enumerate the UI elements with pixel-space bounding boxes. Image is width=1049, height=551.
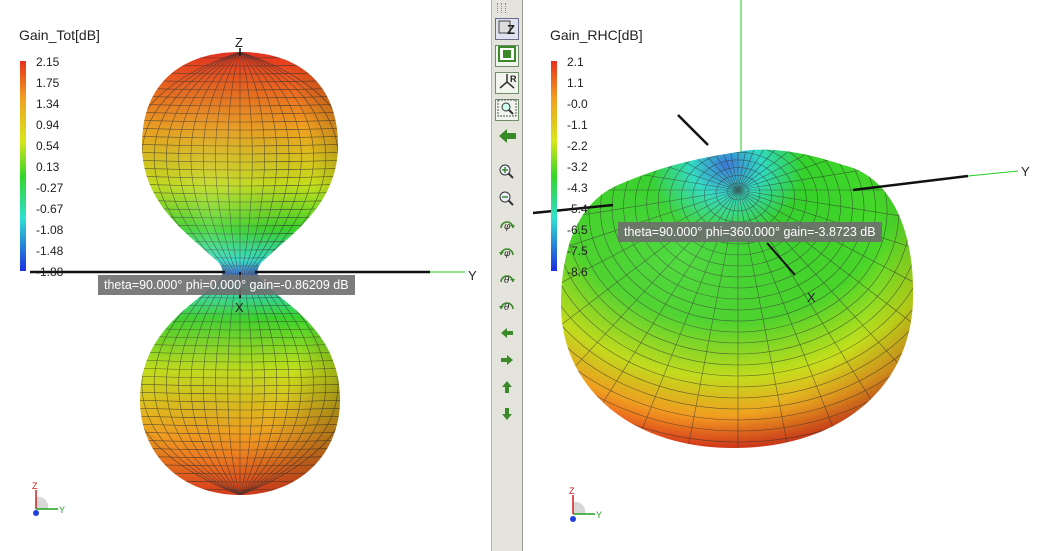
rotate-theta-ccw-icon: θ	[497, 270, 517, 293]
scale-tick-label: -1.1	[567, 118, 588, 132]
fit-view-button[interactable]	[495, 45, 519, 67]
rotate-phi-cw-icon: φ	[497, 243, 517, 266]
y-axis-label: Y	[1021, 164, 1030, 179]
toolbar-grip[interactable]	[492, 0, 524, 16]
rotate-theta-cw-button[interactable]: θ	[495, 297, 519, 319]
scale-tick-label: 0.13	[36, 160, 60, 174]
triad-z-label: Z	[32, 481, 38, 491]
zoom-in-button[interactable]	[495, 162, 519, 184]
zoom-in-icon	[497, 162, 517, 185]
view-r-button[interactable]: R	[495, 72, 519, 94]
zoom-out-button[interactable]	[495, 189, 519, 211]
right-3d-view[interactable]: Y X Z Y Gain_RHC[dB] 2.1 1.1 -0.0 -1.1 -2.2 -…	[523, 0, 1049, 551]
color-scale-bar	[20, 61, 26, 271]
legend-title: Gain_Tot[dB]	[19, 27, 100, 43]
gain-readout-tooltip: theta=90.000° phi=0.000° gain=-0.86209 d…	[98, 275, 355, 295]
scale-tick-label: 1.75	[36, 76, 60, 90]
left-radiation-pattern: Z Y X Z Y	[30, 35, 477, 516]
rotate-theta-ccw-button[interactable]: θ	[495, 270, 519, 292]
x-axis-line	[766, 242, 796, 276]
scale-tick-label: -5.4	[567, 202, 588, 216]
pan-down-button[interactable]	[495, 405, 519, 427]
view-z-icon: Z	[497, 18, 517, 41]
scale-tick-label: 1.34	[36, 97, 60, 111]
pan-right-icon	[497, 351, 517, 374]
svg-text:Z: Z	[507, 22, 515, 36]
color-scale-labels: 2.1 1.1 -0.0 -1.1 -2.2 -3.2 -4.3 -5.4 -6.5 -7.5 -8…	[567, 55, 627, 285]
orientation-triad: Z Y	[32, 481, 65, 516]
legend-title: Gain_RHC[dB]	[550, 27, 643, 43]
scale-tick-label: -4.3	[567, 181, 588, 195]
pan-up-button[interactable]	[495, 378, 519, 400]
svg-text:θ: θ	[504, 276, 510, 286]
svg-text:R: R	[510, 74, 517, 84]
orientation-triad: Z Y	[569, 486, 602, 522]
x-axis-label: X	[235, 300, 244, 315]
scale-tick-label: 2.15	[36, 55, 60, 69]
svg-text:θ: θ	[504, 303, 510, 313]
pan-right-button[interactable]	[495, 351, 519, 373]
y-axis-line	[852, 174, 969, 192]
triad-y-label: Y	[59, 505, 65, 515]
pan-left-icon	[497, 324, 517, 347]
pan-down-icon	[497, 405, 517, 428]
triad-y-label: Y	[596, 510, 602, 520]
scale-tick-label: -8.6	[567, 265, 588, 279]
y-axis-back	[532, 203, 614, 215]
gain-readout-tooltip: theta=90.000° phi=360.000° gain=-3.8723 …	[618, 222, 882, 242]
scale-tick-label: -7.5	[567, 244, 588, 258]
pan-up-icon	[497, 378, 517, 401]
svg-text:φ: φ	[504, 222, 511, 232]
triad-z-label: Z	[569, 486, 575, 496]
scale-tick-label: 1.1	[567, 76, 584, 90]
scale-tick-label: -6.5	[567, 223, 588, 237]
y-axis-tip	[967, 170, 1019, 177]
color-scale-labels: 2.15 1.75 1.34 0.94 0.54 0.13 -0.27 -0.67 -1.08 -…	[36, 55, 96, 285]
view-r-icon: R	[497, 72, 517, 95]
rotate-phi-cw-button[interactable]: φ	[495, 243, 519, 265]
scale-tick-label: 2.1	[567, 55, 584, 69]
scale-tick-label: -0.67	[36, 202, 64, 216]
x-axis-label: X	[807, 290, 816, 305]
scale-tick-label: -1.88	[36, 265, 64, 279]
scale-tick-label: -1.08	[36, 223, 64, 237]
scale-tick-label: 0.94	[36, 118, 60, 132]
zoom-region-icon	[497, 99, 517, 122]
scale-tick-label: -3.2	[567, 160, 588, 174]
scale-tick-label: 0.54	[36, 139, 60, 153]
scale-tick-label: -2.2	[567, 139, 588, 153]
rotate-phi-ccw-icon: φ	[497, 216, 517, 239]
svg-text:φ: φ	[504, 249, 511, 259]
scale-tick-label: -0.0	[567, 97, 588, 111]
zoom-out-icon	[497, 189, 517, 212]
y-axis-label: Y	[468, 268, 477, 283]
scale-tick-label: -1.48	[36, 244, 64, 258]
pan-left-button[interactable]	[495, 324, 519, 346]
scale-tick-label: -0.27	[36, 181, 64, 195]
left-3d-view[interactable]: Z Y X Z Y Gain_Tot[dB] 2.15 1.75 1.34 0.94 0…	[0, 0, 491, 551]
z-axis-label: Z	[235, 35, 243, 50]
back-arrow-icon	[497, 127, 517, 150]
fit-view-icon	[497, 45, 517, 68]
zoom-region-button[interactable]	[495, 99, 519, 121]
x-axis-back	[677, 114, 709, 146]
rotate-theta-cw-icon: θ	[497, 297, 517, 320]
color-scale-bar	[551, 61, 557, 271]
view-z-button[interactable]: Z	[495, 18, 519, 40]
back-arrow-button[interactable]	[495, 127, 519, 149]
rotate-phi-ccw-button[interactable]: φ	[495, 216, 519, 238]
